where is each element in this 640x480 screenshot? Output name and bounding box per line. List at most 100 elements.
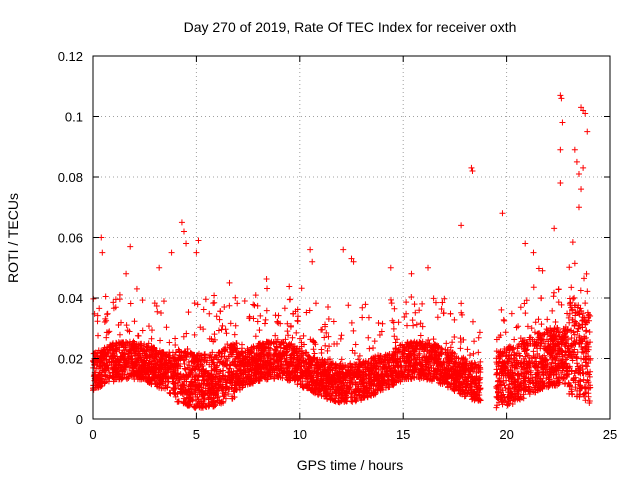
- data-point: [459, 368, 466, 375]
- data-point: [274, 373, 281, 380]
- data-point: [473, 386, 480, 393]
- data-point: [312, 300, 319, 307]
- data-point: [534, 370, 541, 377]
- data-point: [506, 347, 513, 354]
- data-point: [328, 360, 335, 367]
- data-point: [328, 376, 335, 383]
- data-point: [425, 364, 432, 371]
- data-point: [477, 369, 484, 376]
- data-point: [512, 379, 519, 386]
- data-point: [587, 339, 594, 346]
- data-point: [555, 286, 562, 293]
- data-point: [401, 347, 408, 354]
- data-point: [275, 312, 282, 319]
- data-point: [212, 381, 219, 388]
- data-point: [539, 364, 546, 371]
- data-point: [254, 318, 261, 325]
- data-point: [542, 340, 549, 347]
- data-point: [207, 351, 214, 358]
- data-point: [319, 326, 326, 333]
- data-point: [535, 265, 542, 272]
- data-point: [143, 343, 150, 350]
- data-point: [288, 361, 295, 368]
- data-point: [543, 356, 550, 363]
- data-point: [153, 303, 160, 310]
- data-point: [317, 388, 324, 395]
- data-point: [410, 361, 417, 368]
- data-point: [432, 299, 439, 306]
- data-point: [201, 395, 208, 402]
- data-point: [325, 380, 332, 387]
- data-point: [405, 352, 412, 359]
- data-point: [501, 370, 508, 377]
- data-point: [552, 332, 559, 339]
- data-point: [271, 369, 278, 376]
- data-point: [103, 317, 110, 324]
- data-point: [222, 379, 229, 386]
- data-point: [107, 372, 114, 379]
- data-point: [472, 395, 479, 402]
- data-point: [379, 379, 386, 386]
- data-point: [244, 373, 251, 380]
- data-point: [101, 319, 108, 326]
- data-point: [563, 367, 570, 374]
- data-point: [186, 371, 193, 378]
- data-point: [503, 377, 510, 384]
- data-point: [410, 348, 417, 355]
- data-point: [319, 356, 326, 363]
- data-point: [297, 367, 304, 374]
- data-point: [234, 361, 241, 368]
- data-point: [576, 369, 583, 376]
- data-point: [508, 310, 515, 317]
- data-point: [473, 369, 480, 376]
- data-point: [166, 389, 173, 396]
- data-point: [532, 354, 539, 361]
- data-point: [110, 305, 117, 312]
- data-point: [367, 360, 374, 367]
- data-point: [472, 380, 479, 387]
- data-point: [157, 337, 164, 344]
- data-point: [566, 364, 573, 371]
- data-point: [322, 360, 329, 367]
- data-point: [514, 371, 521, 378]
- data-point: [549, 307, 556, 314]
- data-point: [530, 284, 537, 291]
- data-point: [563, 349, 570, 356]
- data-point: [226, 366, 233, 373]
- data-point: [411, 301, 418, 308]
- data-point: [475, 349, 482, 356]
- data-point: [330, 397, 337, 404]
- data-point: [294, 313, 301, 320]
- data-point: [395, 368, 402, 375]
- data-point: [265, 353, 272, 360]
- data-point: [468, 364, 475, 371]
- data-point: [515, 390, 522, 397]
- data-point: [505, 360, 512, 367]
- data-point: [121, 357, 128, 364]
- data-point: [291, 362, 298, 369]
- data-point: [393, 378, 400, 385]
- data-point: [150, 368, 157, 375]
- data-point: [343, 382, 350, 389]
- data-point: [211, 331, 218, 338]
- data-point: [388, 379, 395, 386]
- data-point: [164, 378, 171, 385]
- data-point: [534, 350, 541, 357]
- data-point: [569, 295, 576, 302]
- data-point: [561, 380, 568, 387]
- data-point: [105, 329, 112, 336]
- data-point: [339, 395, 346, 402]
- data-point: [375, 355, 382, 362]
- data-point: [316, 379, 323, 386]
- data-point: [230, 341, 237, 348]
- data-point: [129, 360, 136, 367]
- data-point: [559, 353, 566, 360]
- data-point: [122, 344, 129, 351]
- data-point: [211, 292, 218, 299]
- data-point: [267, 345, 274, 352]
- data-point: [400, 357, 407, 364]
- data-point: [390, 362, 397, 369]
- data-point: [90, 373, 97, 380]
- data-point: [434, 314, 441, 321]
- data-point: [582, 321, 589, 328]
